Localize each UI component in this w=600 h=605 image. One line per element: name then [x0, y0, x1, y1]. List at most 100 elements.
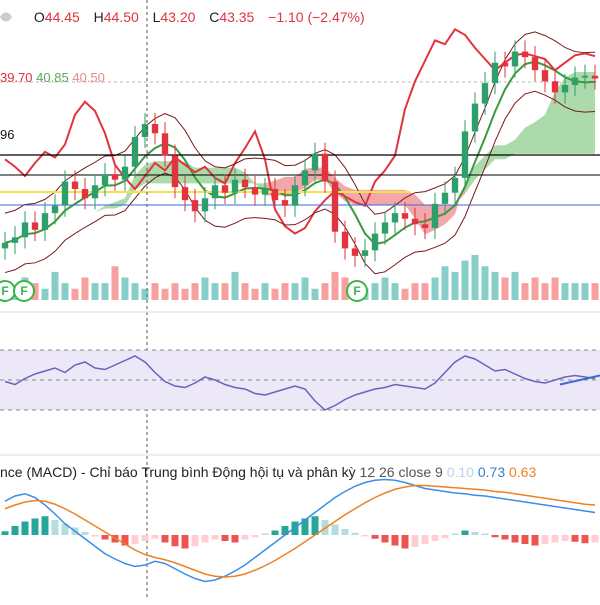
macd-histogram-bar [371, 535, 379, 539]
macd-histogram-bar [541, 535, 549, 544]
macd-histogram-bar [571, 535, 579, 542]
high-value: 44.50 [103, 9, 139, 25]
candle-body [551, 81, 559, 93]
volume-bar [31, 283, 39, 300]
macd-histogram-bar [391, 535, 399, 546]
open-key: O [33, 9, 45, 25]
volume-bar [531, 277, 539, 300]
candle-body [591, 75, 599, 79]
volume-bar [111, 266, 119, 300]
volume-bar [571, 283, 579, 300]
high-key: H [93, 9, 104, 25]
volume-bar [271, 288, 279, 300]
volume-bar [521, 283, 529, 300]
volume-bar [91, 283, 99, 300]
macd-histogram-bar [341, 529, 349, 535]
volume-bar [61, 283, 69, 300]
volume-bar [331, 271, 339, 300]
volume-bar [101, 283, 109, 300]
lower-band-line [4, 90, 596, 275]
candle-body [441, 192, 449, 204]
macd-histogram-bar [261, 533, 269, 535]
ichimoku-cloud-segment [115, 198, 125, 209]
macd-histogram-bar [401, 535, 409, 549]
ichimoku-value-1: 39.70 [0, 70, 33, 85]
candle-body [251, 187, 259, 195]
event-f-icon[interactable]: F [346, 280, 368, 302]
volume-bar [131, 283, 139, 300]
macd-histogram-bar [91, 535, 99, 537]
candle-body [291, 185, 299, 206]
volume-bar [161, 288, 169, 300]
ichimoku-cloud-segment [515, 127, 525, 154]
volume-bar [321, 283, 329, 300]
macd-histogram-bar [431, 535, 439, 541]
macd-histogram-bar [481, 533, 489, 535]
ichimoku-cloud-segment [255, 183, 265, 196]
candle-body [11, 237, 19, 243]
candle-body [71, 181, 79, 189]
event-f-icon[interactable]: F [13, 280, 35, 302]
candle-body [521, 51, 529, 58]
volume-bar [51, 271, 59, 300]
candle-body [191, 200, 199, 212]
candle-body [321, 153, 329, 182]
candle-body [1, 242, 9, 249]
candle-body [261, 189, 269, 195]
chikou-line [4, 27, 596, 235]
change-value: −1.10 (−2.47%) [268, 9, 365, 25]
volume-bar [511, 271, 519, 300]
candle-body [481, 83, 489, 104]
candle-body [41, 213, 49, 230]
volume-bar [431, 277, 439, 300]
ichimoku-cloud-segment [95, 205, 105, 213]
candle-body [391, 213, 399, 223]
candle-body [281, 200, 289, 206]
macd-histogram-bar [381, 535, 389, 543]
volume-bar [221, 283, 229, 300]
candle-body [361, 250, 369, 256]
volume-bar [451, 271, 459, 300]
candle-body [111, 174, 119, 180]
volume-bar [151, 283, 159, 300]
macd-histogram-bar [501, 535, 509, 540]
ichimoku-cloud-segment [575, 72, 585, 154]
volume-bar [441, 266, 449, 300]
candle-body [461, 131, 469, 178]
macd-histogram-bar [121, 535, 129, 546]
candle-body [241, 179, 249, 188]
macd-histogram-bar [171, 535, 179, 547]
volume-bar [81, 277, 89, 300]
rsi-trendline [559, 374, 600, 386]
macd-histogram-bar [411, 535, 419, 547]
candle-body [201, 198, 209, 212]
volume-bar [411, 283, 419, 300]
candle-body [511, 51, 519, 67]
indicator-visibility-icon[interactable] [0, 10, 12, 24]
volume-bar [121, 277, 129, 300]
volume-bar [181, 288, 189, 300]
macd-histogram-bar [531, 535, 539, 546]
macd-histogram-bar [221, 535, 229, 541]
volume-bar [171, 283, 179, 300]
ichimoku-value-3: 40.50 [72, 70, 105, 85]
ichimoku-cloud-segment [495, 145, 505, 160]
volume-bar [551, 277, 559, 300]
volume-bar [311, 288, 319, 300]
candle-body [231, 179, 239, 193]
macd-signal-value: 0.63 [509, 464, 537, 480]
macd-name: nce (MACD) - Chỉ báo Trung bình Động hội… [0, 464, 356, 480]
ichimoku-cloud-segment [395, 189, 405, 205]
macd-histogram-bar [301, 518, 309, 535]
candle-body [21, 222, 29, 238]
macd-histogram-bar [511, 535, 519, 543]
level-label: 96 [0, 127, 15, 142]
volume-bar [561, 283, 569, 300]
candle-body [221, 185, 229, 193]
candle-body [151, 124, 159, 134]
candle-body [401, 213, 409, 219]
volume-bar [291, 283, 299, 300]
volume-bar [141, 288, 149, 300]
